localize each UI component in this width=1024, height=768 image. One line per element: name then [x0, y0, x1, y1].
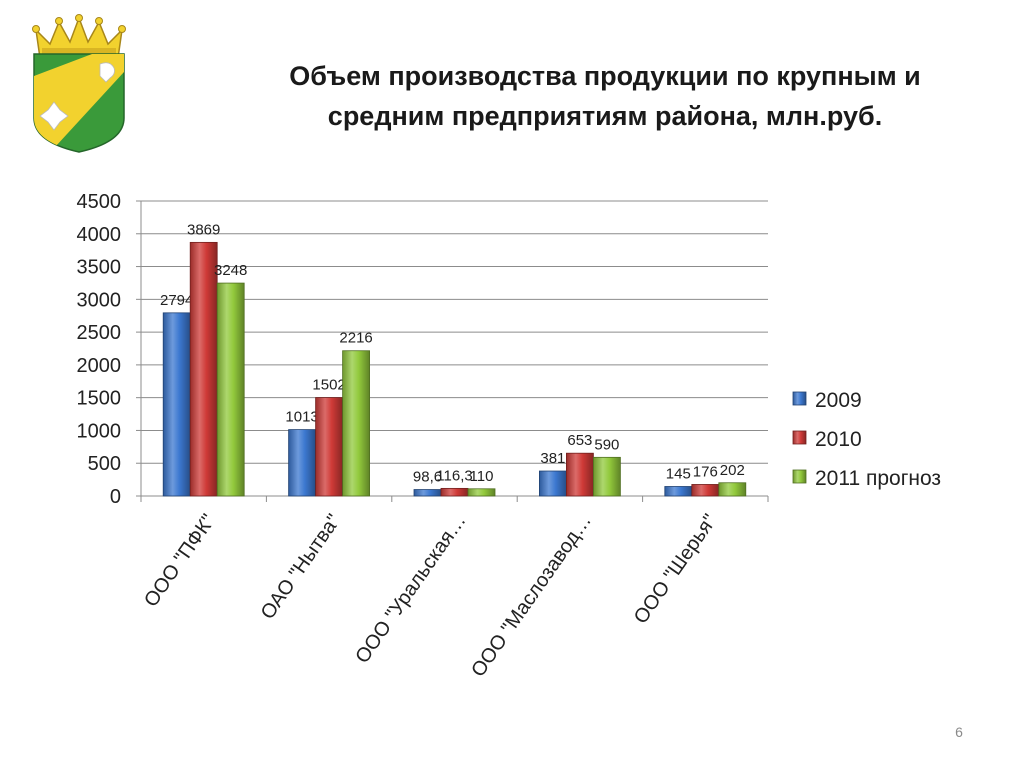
y-tick-label: 2000	[77, 355, 122, 377]
y-tick-label: 4000	[77, 224, 122, 246]
slide-title-line-2: средним предприятиям района, млн.руб.	[327, 101, 883, 131]
y-tick-label: 2500	[77, 322, 122, 344]
x-tick-label: ООО "Шерья"	[630, 510, 722, 628]
data-label: 590	[594, 436, 619, 453]
data-label: 176	[693, 463, 718, 480]
page-number: 6	[955, 724, 963, 740]
slide-title: Объем производства продукции по крупным …	[230, 56, 980, 136]
legend-swatch	[792, 391, 807, 406]
x-tick-label: ООО "Уральская…	[351, 510, 470, 667]
data-label: 202	[720, 462, 745, 479]
legend-label: 2009	[815, 389, 862, 412]
data-label: 1502	[312, 377, 345, 394]
data-label: 381	[540, 450, 565, 467]
data-label: 1013	[285, 409, 318, 426]
y-tick-label: 1500	[77, 388, 122, 410]
y-tick-label: 3500	[77, 257, 122, 279]
legend-swatch	[792, 430, 807, 445]
slide-title-line-1: Объем производства продукции по крупным …	[289, 61, 921, 91]
data-label: 98,6	[413, 469, 442, 486]
data-label: 3869	[187, 221, 220, 238]
coat-of-arms-emblem	[32, 14, 126, 153]
data-label: 110	[470, 468, 494, 485]
bar	[189, 241, 218, 497]
data-label: 653	[567, 432, 592, 449]
legend-label: 2011 прогноз	[815, 467, 941, 490]
legend-swatch	[792, 469, 807, 484]
data-label: 3248	[214, 262, 247, 279]
legend-label: 2010	[815, 428, 862, 451]
bar	[162, 312, 191, 497]
x-tick-label: ОАО "Нытва"	[257, 510, 345, 623]
bar	[593, 456, 621, 497]
bar	[691, 484, 720, 497]
x-tick-label: ООО "ПФК"	[140, 510, 220, 611]
data-label: 116,3	[436, 467, 472, 484]
bar	[288, 429, 317, 497]
bar	[315, 397, 344, 497]
x-tick-label: ООО "Маслозавод…	[467, 510, 596, 681]
y-tick-label: 4500	[77, 191, 122, 213]
bar	[718, 482, 747, 497]
y-tick-label: 3000	[77, 289, 122, 311]
bar	[566, 452, 594, 497]
bar	[664, 486, 693, 497]
bar	[342, 350, 371, 497]
data-label: 2794	[160, 292, 193, 309]
bar	[539, 470, 567, 497]
y-tick-label: 500	[88, 453, 121, 475]
y-tick-label: 1000	[77, 420, 122, 442]
crown-icon	[32, 14, 126, 59]
data-label: 145	[666, 465, 691, 482]
data-label: 2216	[339, 330, 372, 347]
bar	[440, 487, 469, 497]
bar	[467, 488, 496, 497]
bar	[413, 489, 442, 497]
bar	[216, 282, 245, 497]
shield-icon	[33, 53, 125, 153]
y-tick-label: 0	[110, 486, 121, 508]
